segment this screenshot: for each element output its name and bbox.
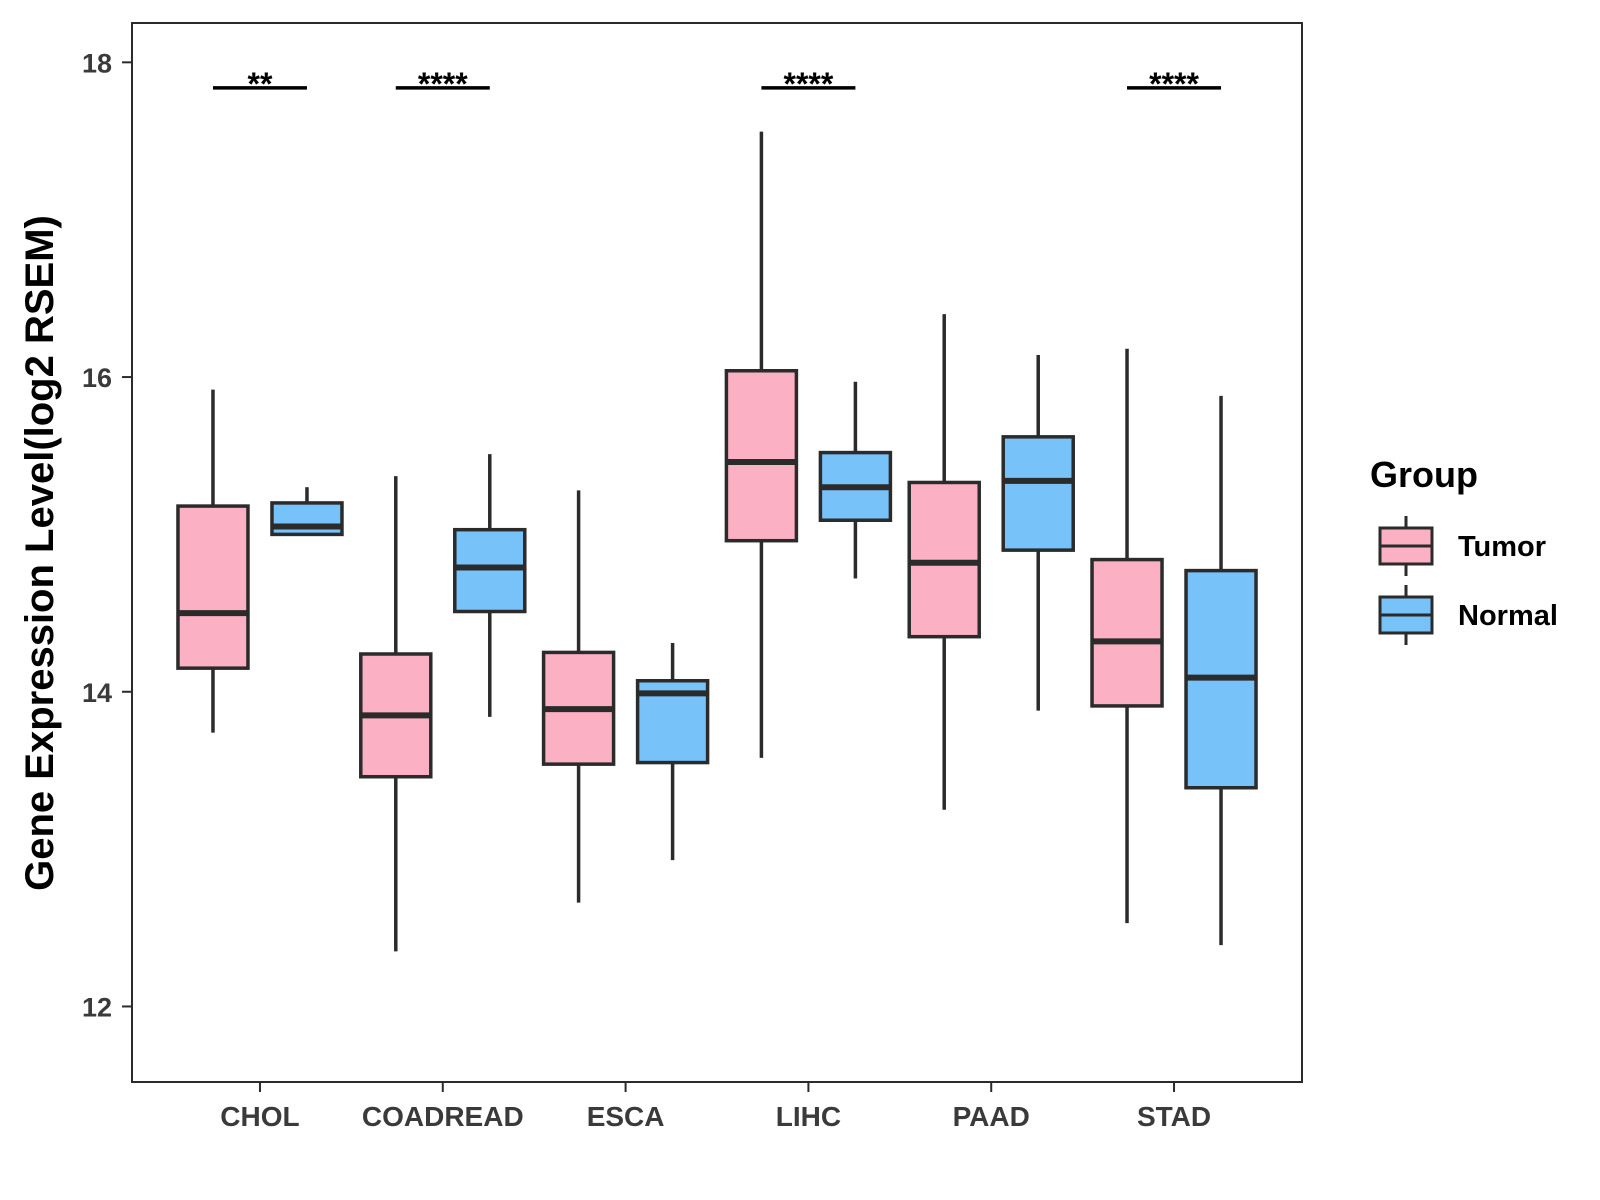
box-tumor-esca: [541, 490, 616, 903]
box-body: [907, 480, 981, 639]
box-normal-stad: [1184, 395, 1258, 946]
box-normal-lihc: [818, 381, 893, 579]
significance-label: ****: [418, 66, 468, 102]
x-tick-label: STAD: [1137, 1101, 1211, 1132]
box-body: [453, 527, 527, 614]
box-body: [1090, 557, 1164, 708]
plot-panel: [131, 22, 1303, 1083]
boxes-layer: [176, 131, 1258, 952]
significance-layer: ** **** **** ****: [212, 66, 1222, 102]
box-normal-paad: [1001, 355, 1075, 711]
significance-label: **: [248, 66, 273, 102]
legend-label: Tumor: [1458, 531, 1546, 563]
y-tick-label: 18: [82, 48, 112, 78]
x-axis: CHOL COADREAD ESCA LIHC PAAD STAD: [220, 1082, 1211, 1132]
x-tick-label: ESCA: [587, 1101, 665, 1132]
y-axis: 12 14 16 18: [82, 48, 132, 1022]
box-body: [1001, 435, 1075, 552]
x-tick-label: PAAD: [953, 1101, 1030, 1132]
y-tick-label: 16: [82, 363, 112, 393]
box-normal-esca: [635, 642, 710, 861]
legend-item-tumor: Tumor: [1378, 516, 1546, 576]
legend-item-normal: Normal: [1378, 585, 1558, 645]
box-body: [270, 501, 344, 537]
box-normal-chol: [270, 487, 344, 537]
legend: Group Tumor Normal: [1370, 454, 1558, 645]
significance-label: ****: [1149, 66, 1199, 102]
legend-label: Normal: [1458, 600, 1558, 632]
box-tumor-chol: [176, 389, 250, 733]
y-tick-label: 12: [82, 992, 112, 1022]
box-tumor-coadread: [359, 476, 433, 952]
y-tick-label: 14: [82, 678, 112, 708]
box-body: [176, 504, 250, 670]
y-axis-title: Gene Expression Level(log2 RSEM): [18, 215, 62, 891]
box-tumor-lihc: [724, 131, 799, 758]
legend-title: Group: [1370, 454, 1478, 495]
x-tick-label: LIHC: [776, 1101, 841, 1132]
box-normal-coadread: [453, 454, 527, 717]
significance-label: ****: [784, 66, 834, 102]
box-body: [724, 369, 799, 543]
box-tumor-paad: [907, 314, 981, 810]
x-tick-label: COADREAD: [362, 1101, 524, 1132]
x-tick-label: CHOL: [220, 1101, 299, 1132]
box-tumor-stad: [1090, 348, 1164, 924]
